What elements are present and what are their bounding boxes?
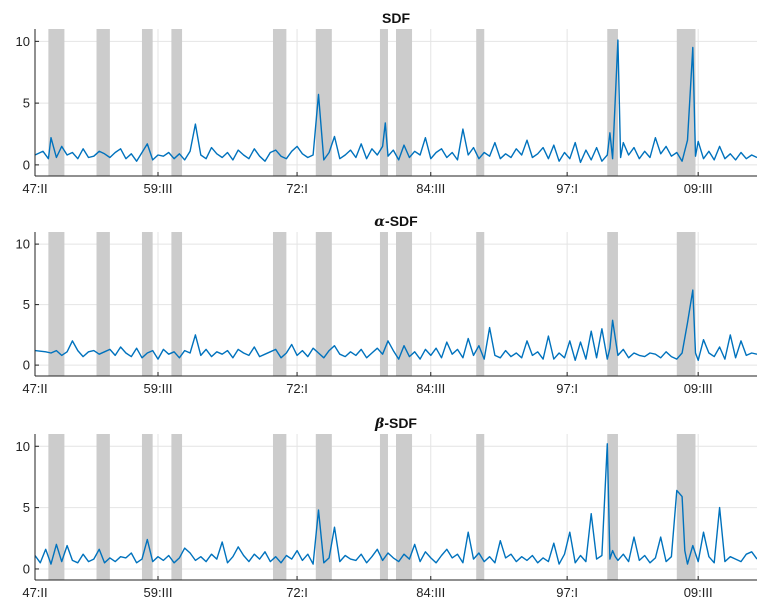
shaded-interval — [676, 434, 696, 580]
shaded-interval — [141, 232, 153, 376]
shaded-interval — [396, 434, 413, 580]
chart-title-text: -SDF — [384, 415, 417, 431]
shaded-interval — [476, 232, 485, 376]
shaded-interval — [96, 232, 110, 376]
shaded-interval — [607, 29, 618, 176]
shaded-interval — [141, 29, 153, 176]
chart-title-symbol: β — [374, 416, 385, 432]
x-tick-label: 97:I — [556, 585, 578, 600]
x-tick-label: 59:III — [144, 585, 173, 600]
y-tick-label: 5 — [23, 297, 30, 312]
x-tick-label: 84:III — [416, 181, 445, 196]
chart-panel-1: 0 5 10 47:II 59:III 72:I 84:III 97:I 09:III SDF — [16, 10, 757, 196]
x-tick-label: 09:III — [684, 181, 713, 196]
chart-panel-3: 0 5 10 47:II 59:III 72:I 84:III 97:I 09:III β-SDF — [16, 415, 757, 600]
y-tick-label: 0 — [23, 157, 30, 172]
series-line-1 — [34, 443, 757, 565]
shaded-interval — [141, 434, 153, 580]
y-tick-label: 0 — [23, 358, 30, 373]
shaded-interval — [171, 29, 183, 176]
x-tick-label: 84:III — [416, 381, 445, 396]
chart-title-text: -SDF — [385, 213, 418, 229]
series-line-1 — [34, 289, 757, 361]
y-tick-label: 0 — [23, 561, 30, 576]
y-tick-label: 10 — [16, 439, 30, 454]
shaded-interval — [396, 29, 413, 176]
shaded-interval — [96, 434, 110, 580]
shaded-interval — [315, 434, 332, 580]
shaded-interval — [607, 434, 618, 580]
series-line-1 — [34, 39, 757, 164]
shaded-interval — [48, 434, 65, 580]
shaded-interval — [272, 29, 287, 176]
shaded-interval — [48, 232, 65, 376]
x-tick-label: 59:III — [144, 381, 173, 396]
shaded-interval — [171, 434, 183, 580]
shaded-interval — [379, 29, 388, 176]
x-tick-label: 59:III — [144, 181, 173, 196]
chart-title: α-SDF — [374, 213, 418, 230]
y-tick-label: 10 — [16, 34, 30, 49]
shaded-interval — [272, 434, 287, 580]
chart-title: SDF — [382, 10, 410, 26]
x-tick-label: 09:III — [684, 585, 713, 600]
x-tick-label: 72:I — [286, 181, 308, 196]
shaded-interval — [48, 29, 65, 176]
shaded-interval — [379, 232, 388, 376]
shaded-interval — [396, 232, 413, 376]
x-tick-label: 47:II — [22, 181, 47, 196]
chart-title-symbol: α — [374, 214, 385, 230]
shaded-interval — [476, 434, 485, 580]
x-tick-label: 97:I — [556, 181, 578, 196]
shaded-interval — [607, 232, 618, 376]
shaded-interval — [315, 29, 332, 176]
chart-title: β-SDF — [374, 415, 417, 432]
shaded-interval — [96, 29, 110, 176]
x-tick-label: 72:I — [286, 585, 308, 600]
x-tick-label: 84:III — [416, 585, 445, 600]
chart-title-text: SDF — [382, 10, 410, 26]
shaded-interval — [315, 232, 332, 376]
x-tick-label: 72:I — [286, 381, 308, 396]
shaded-interval — [676, 29, 696, 176]
x-tick-label: 97:I — [556, 381, 578, 396]
shaded-interval — [379, 434, 388, 580]
shaded-interval — [676, 232, 696, 376]
shaded-interval — [272, 232, 287, 376]
shaded-interval — [476, 29, 485, 176]
x-tick-label: 47:II — [22, 585, 47, 600]
x-tick-label: 47:II — [22, 381, 47, 396]
y-tick-label: 10 — [16, 237, 30, 252]
y-tick-label: 5 — [23, 96, 30, 111]
chart-panel-2: 0 5 10 47:II 59:III 72:I 84:III 97:I 09:III α-SDF — [16, 213, 757, 396]
shaded-interval — [171, 232, 183, 376]
y-tick-label: 5 — [23, 500, 30, 515]
x-tick-label: 09:III — [684, 381, 713, 396]
